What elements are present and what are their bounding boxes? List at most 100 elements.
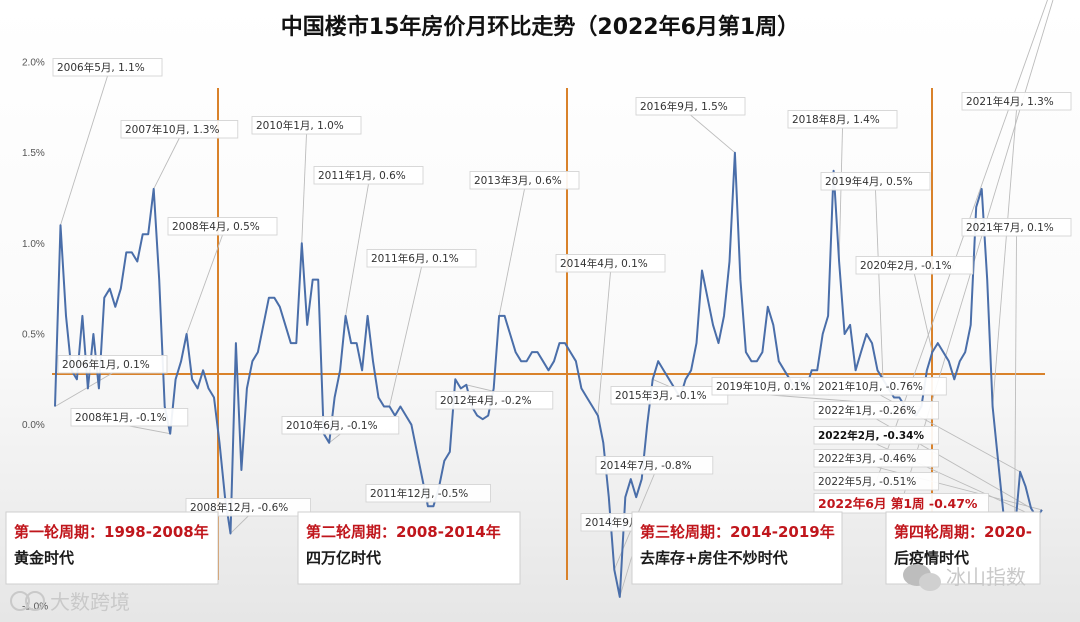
annotation-leader xyxy=(875,0,1048,482)
annotation-box xyxy=(469,171,580,190)
cycle-subtitle: 四万亿时代 xyxy=(306,549,381,567)
y-tick-label: -1.0% xyxy=(22,602,48,613)
annotation-label: 2011年12月, -0.5% xyxy=(370,487,468,500)
annotation-leader xyxy=(466,384,495,392)
annotation-leader xyxy=(60,75,108,226)
cycle-title: 第一轮周期：1998-2008年 xyxy=(14,523,209,541)
annotation-label: 2013年3月, 0.6% xyxy=(474,174,562,187)
annotation-leader xyxy=(345,183,369,316)
annotation-label: 2010年6月, -0.1% xyxy=(286,419,378,432)
annotation-leader xyxy=(54,372,113,407)
annotation-box xyxy=(70,408,189,427)
cycle-subtitle: 后疫情时代 xyxy=(894,549,969,567)
y-tick-label: 2.0% xyxy=(22,58,45,69)
chart-title: 中国楼市15年房价月环比走势（2022年6月第1周） xyxy=(281,14,799,40)
y-tick-label: 0.0% xyxy=(22,420,45,431)
cycle-title: 第二轮周期：2008-2014年 xyxy=(306,523,501,541)
annotation-box xyxy=(813,449,940,468)
annotation-leader xyxy=(913,273,933,353)
watermark-left-text: 大数跨境 xyxy=(50,590,130,614)
annotation-label: 2022年2月, -0.34% xyxy=(818,429,924,442)
annotation-box xyxy=(635,97,746,116)
annotation-label: 2020年2月, -0.1% xyxy=(860,259,952,272)
annotation-box xyxy=(813,377,947,396)
annotation-label: 2014年4月, 0.1% xyxy=(560,257,648,270)
annotation-label: 2011年1月, 0.6% xyxy=(318,169,406,182)
annotation-box xyxy=(961,92,1072,111)
cycle-subtitle: 去库存+房住不炒时代 xyxy=(640,549,788,567)
annotation-label: 2021年10月, -0.76% xyxy=(818,380,923,393)
annotation-box xyxy=(251,116,362,135)
wechat-icon-2 xyxy=(919,573,941,591)
cycle-box xyxy=(631,511,843,585)
annotation-leader xyxy=(597,271,611,416)
annotation-leader xyxy=(389,266,422,407)
annotation-leader xyxy=(301,133,307,244)
cycle-title: 第三轮周期：2014-2019年 xyxy=(640,523,835,541)
annotation-box xyxy=(435,391,554,410)
cycle-box xyxy=(5,511,219,585)
annotation-box xyxy=(813,472,940,491)
annotation-box xyxy=(313,166,424,185)
annotation-box xyxy=(555,254,666,273)
annotation-label: 2007年10月, 1.3% xyxy=(125,123,219,136)
annotation-label: 2018年8月, 1.4% xyxy=(792,113,880,126)
annotation-leader xyxy=(652,378,670,387)
annotation-label: 2014年7月, -0.8% xyxy=(600,459,692,472)
annotation-box xyxy=(595,456,714,475)
annotation-label: 2006年5月, 1.1% xyxy=(57,61,145,74)
annotation-box xyxy=(365,484,492,503)
watermark-left: 大数跨境 xyxy=(10,590,130,614)
annotation-leader xyxy=(328,433,341,444)
annotation-leader xyxy=(498,188,525,316)
annotation-label: 2022年6月 第1周 -0.47% xyxy=(818,496,978,511)
annotation-box xyxy=(961,218,1072,237)
watermark-logo-icon xyxy=(10,591,30,611)
annotation-label: 2012年4月, -0.2% xyxy=(440,394,532,407)
annotation-label: 2019年10月, 0.1% xyxy=(716,380,810,393)
annotation-leader xyxy=(690,114,736,154)
annotation-label: 2006年1月, 0.1% xyxy=(62,358,150,371)
annotation-box xyxy=(120,120,239,139)
annotation-label: 2008年12月, -0.6% xyxy=(190,501,288,514)
watermark-logo-icon-2 xyxy=(25,591,45,611)
annotation-box xyxy=(167,217,278,236)
annotations: 2006年5月, 1.1% 2007年10月, 1.3% 2008年4月, 0.5%… xyxy=(52,58,1072,532)
annotation-label: 2022年5月, -0.51% xyxy=(818,475,916,488)
annotation-label: 2011年6月, 0.1% xyxy=(371,252,459,265)
annotation-label: 2008年4月, 0.5% xyxy=(172,220,260,233)
series-line xyxy=(54,151,1043,598)
annotation-label: 2008年1月, -0.1% xyxy=(75,411,167,424)
annotation-label: 2021年4月, 1.3% xyxy=(966,95,1054,108)
annotation-label: 2016年9月, 1.5% xyxy=(640,100,728,113)
annotation-box xyxy=(813,401,940,420)
annotation-label: 2022年3月, -0.46% xyxy=(818,452,916,465)
annotation-box xyxy=(855,256,974,275)
annotation-label: 2010年1月, 1.0% xyxy=(256,119,344,132)
cycle-subtitle: 黄金时代 xyxy=(14,549,74,567)
annotation-leader xyxy=(230,515,249,534)
annotation-leader xyxy=(1014,235,1017,534)
y-tick-label: 0.5% xyxy=(22,330,45,341)
annotation-box xyxy=(820,172,931,191)
annotation-leader xyxy=(992,109,1017,407)
cycle-box xyxy=(297,511,521,585)
annotation-box xyxy=(281,416,400,435)
annotation-label: 2021年7月, 0.1% xyxy=(966,221,1054,234)
watermark-right-text: 冰山指数 xyxy=(946,565,1026,589)
annotation-label: 2022年1月, -0.26% xyxy=(818,404,916,417)
annotation-box xyxy=(52,58,163,77)
annotation-label: 2019年4月, 0.5% xyxy=(825,175,913,188)
annotation-leader xyxy=(129,425,171,435)
cycle-title: 第四轮周期：2020- xyxy=(894,523,1032,541)
y-tick-label: 1.5% xyxy=(22,148,45,159)
annotation-leader xyxy=(838,127,843,262)
annotation-leader xyxy=(875,189,884,380)
y-tick-label: 1.0% xyxy=(22,239,45,250)
annotation-label: 2015年3月, -0.1% xyxy=(615,389,707,402)
annotation-box xyxy=(813,426,940,445)
annotation-box xyxy=(366,249,477,268)
annotation-box xyxy=(57,355,168,374)
